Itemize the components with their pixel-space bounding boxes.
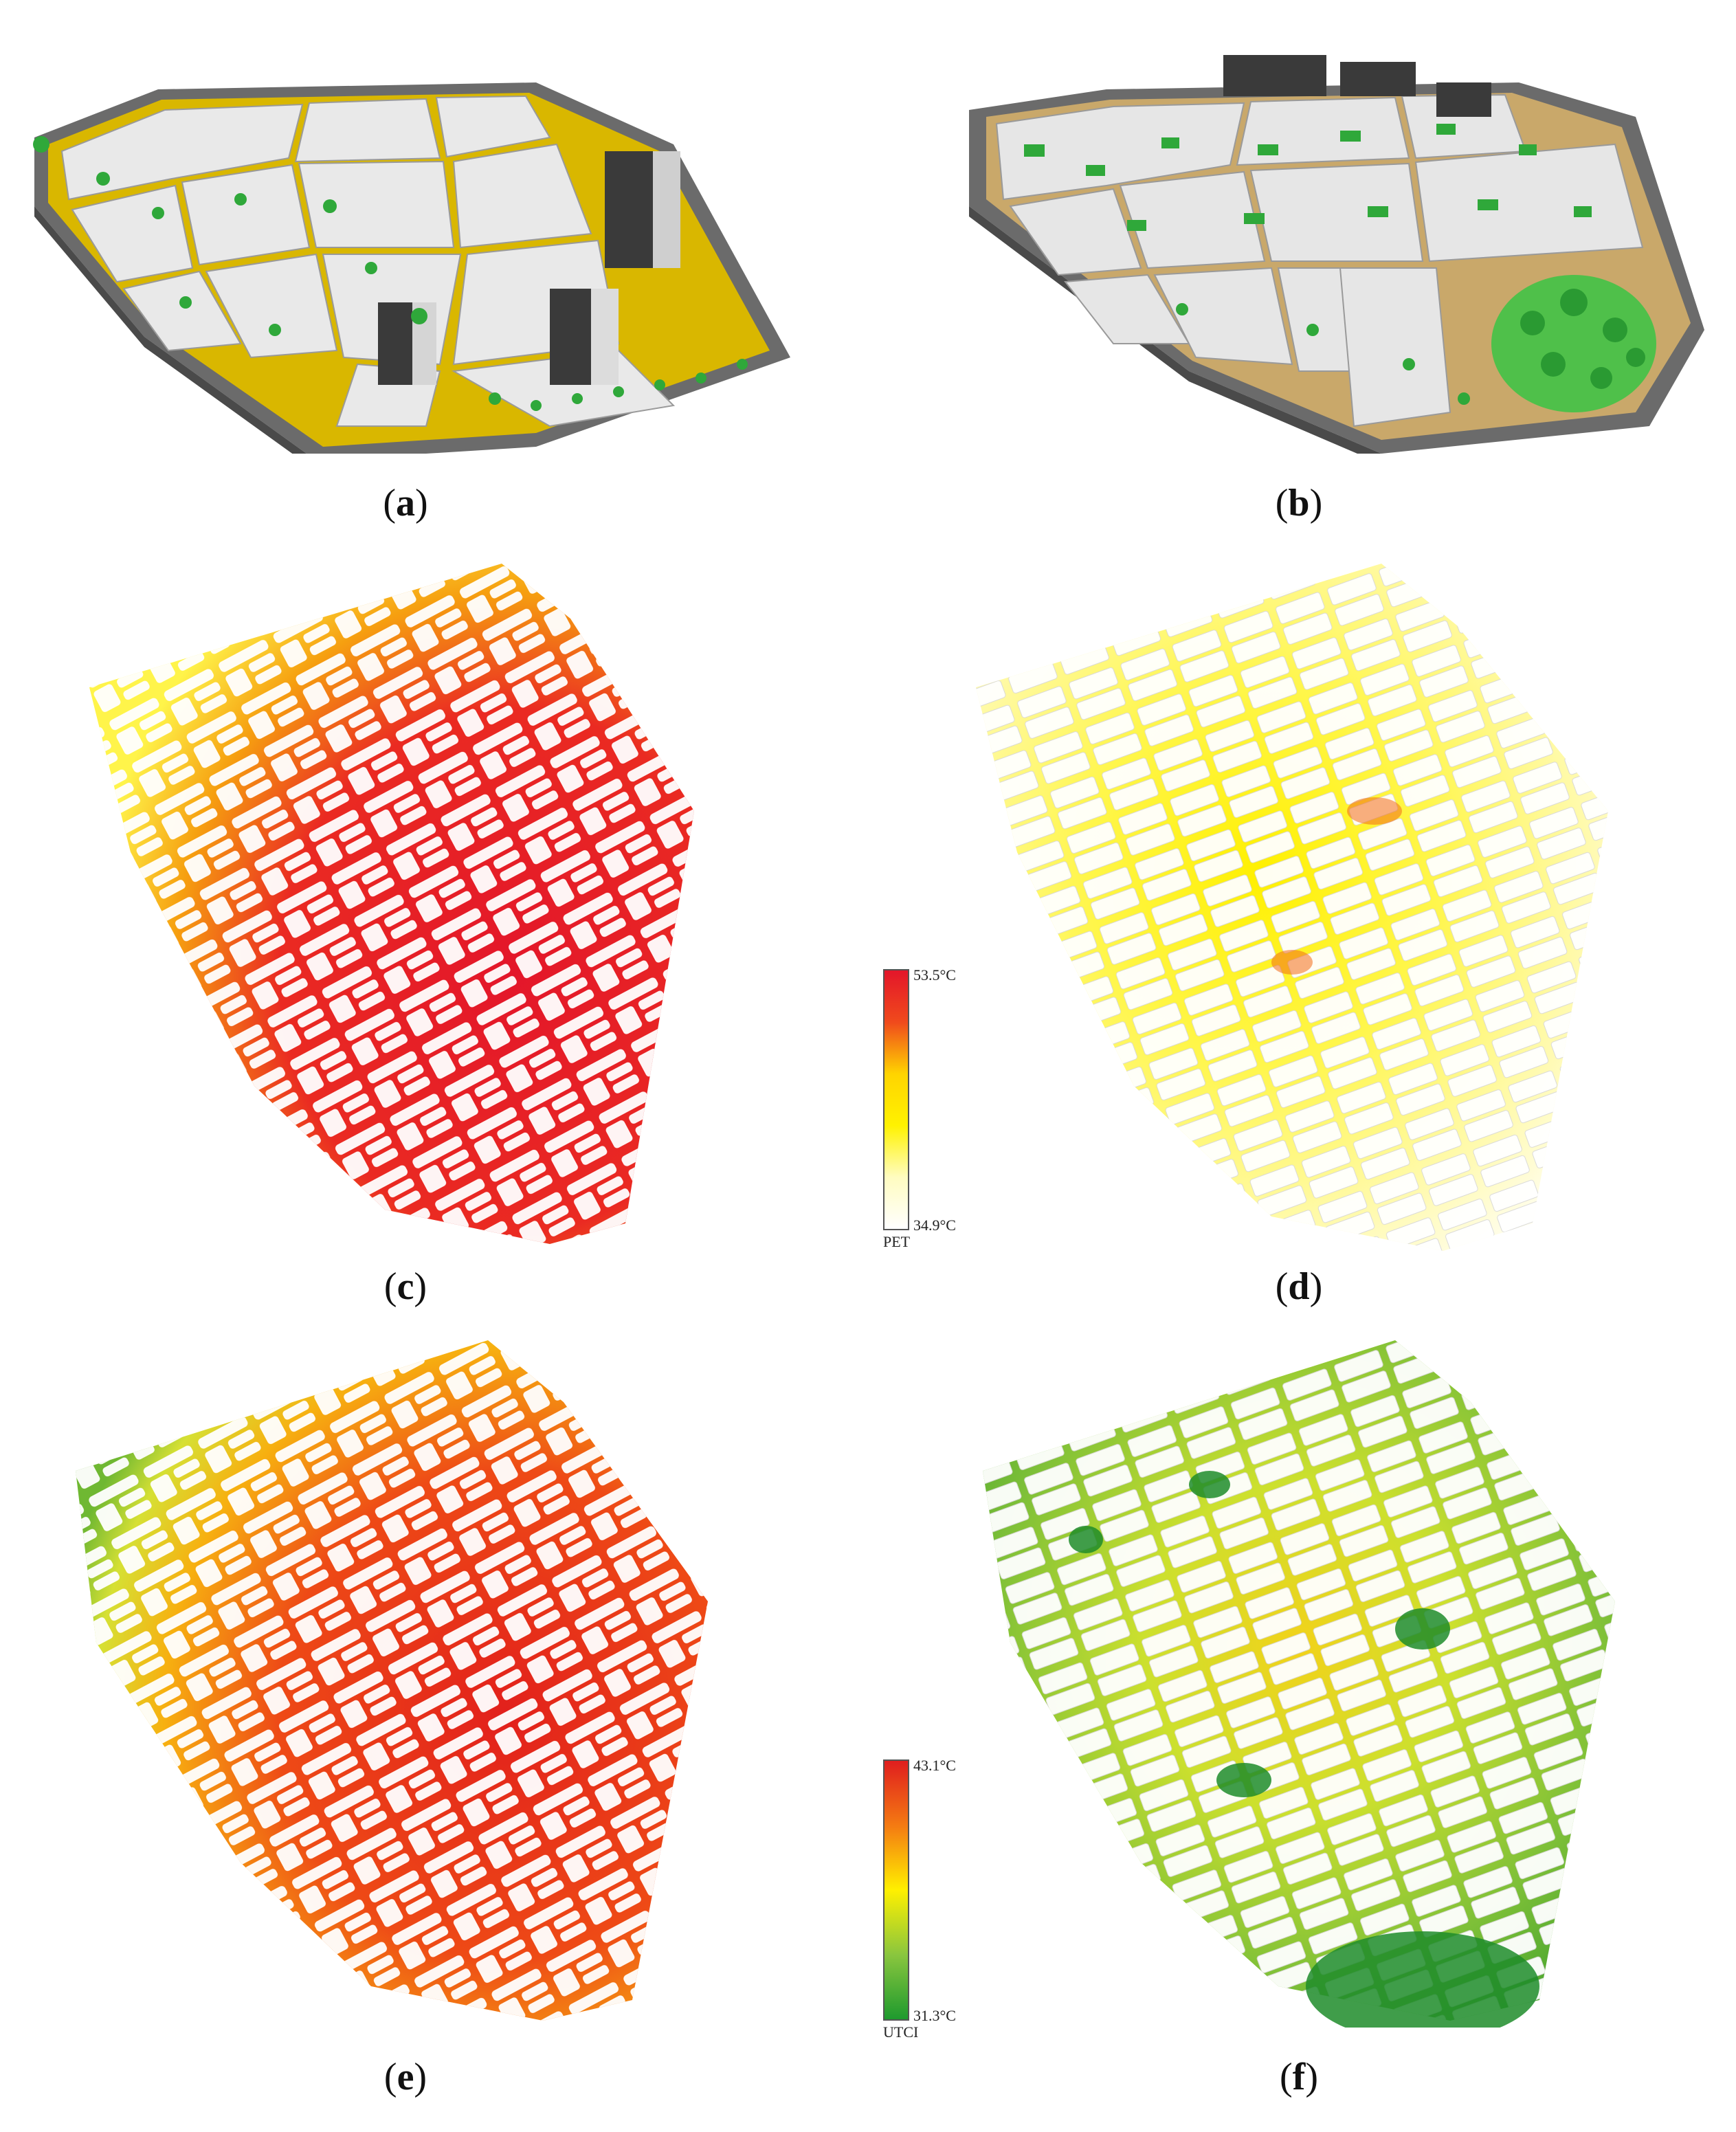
panel-a-3d-model [14, 41, 797, 454]
pet-map-c [89, 564, 694, 1244]
panel-c-pet-map-existing [89, 564, 715, 1251]
caption-b: (b) [1275, 482, 1323, 524]
utci-legend-colorbar [883, 1759, 909, 2021]
model-a-image [33, 82, 790, 454]
pet-legend-colorbar [883, 969, 909, 1230]
utci-legend: 43.1°C 31.3°C UTCI [883, 1757, 993, 2041]
utci-legend-index: UTCI [883, 2023, 919, 2041]
panel-e-utci-map-existing [69, 1340, 722, 2028]
panel-d-pet-map-greened [962, 564, 1615, 1258]
utci-map-e [76, 1340, 708, 2021]
utci-map-f [983, 1340, 1615, 2028]
pet-legend-index: PET [883, 1233, 911, 1250]
pet-legend: 53.5°C 34.9°C PET [883, 966, 993, 1250]
panel-b-3d-model [955, 41, 1718, 454]
caption-d: (d) [1275, 1265, 1323, 1308]
utci-legend-max: 43.1°C [913, 1757, 956, 1774]
model-b-image [969, 55, 1704, 454]
pet-legend-max: 53.5°C [913, 966, 956, 984]
utci-legend-min: 31.3°C [913, 2007, 956, 2024]
caption-e: (e) [383, 2056, 427, 2098]
caption-f: (f) [1280, 2056, 1318, 2098]
pet-map-d [976, 564, 1608, 1251]
caption-a: (a) [383, 482, 428, 524]
pet-legend-min: 34.9°C [913, 1217, 956, 1234]
caption-c: (c) [383, 1265, 427, 1308]
panel-f-utci-map-greened [969, 1340, 1622, 2028]
